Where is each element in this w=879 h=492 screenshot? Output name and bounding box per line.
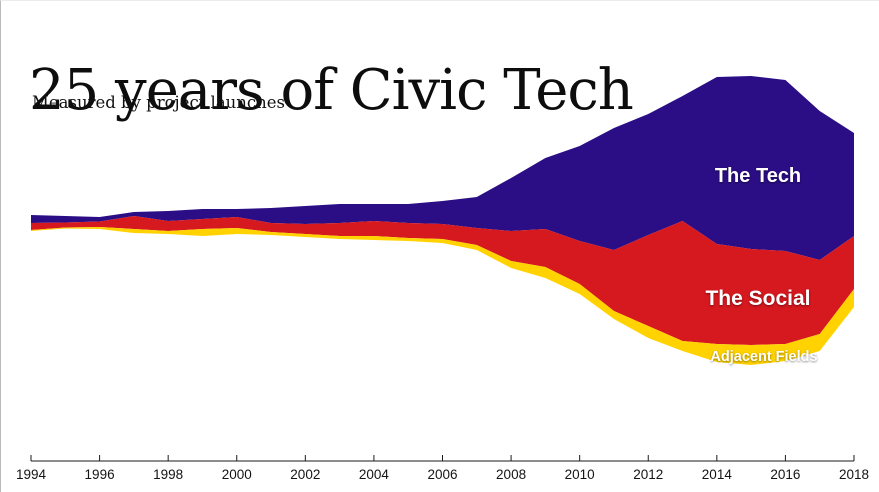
page-subtitle: Measured by project launches: [32, 93, 286, 112]
the-social-area: [31, 216, 854, 345]
series-label-adjacent-fields: Adjacent Fields: [710, 349, 818, 365]
x-axis-label: 2004: [359, 467, 390, 482]
stream-areas: [31, 76, 854, 365]
x-axis-label: 2010: [565, 467, 595, 482]
x-axis-label: 2012: [633, 467, 663, 482]
x-axis-label: 1998: [153, 467, 183, 482]
x-axis-label: 2018: [839, 467, 869, 482]
x-axis-label: 2006: [427, 467, 457, 482]
x-axis-label: 1994: [16, 467, 47, 482]
x-axis: 1994 1996 1998 2000 2002 2004 2006 2008 2010 2012…: [16, 455, 869, 482]
x-axis-label: 2000: [222, 467, 252, 482]
x-axis-label: 2016: [770, 467, 800, 482]
adjacent-fields-area: [31, 227, 854, 365]
x-axis-label: 2014: [702, 467, 733, 482]
x-axis-label: 2008: [496, 467, 526, 482]
series-label-tech: The Tech: [714, 165, 802, 187]
x-axis-label: 2002: [290, 467, 320, 482]
the-tech-area: [31, 76, 854, 260]
series-label-social: The Social: [705, 287, 811, 310]
x-axis-label: 1996: [85, 467, 115, 482]
page-title: 25 years of Civic Tech: [29, 57, 634, 123]
